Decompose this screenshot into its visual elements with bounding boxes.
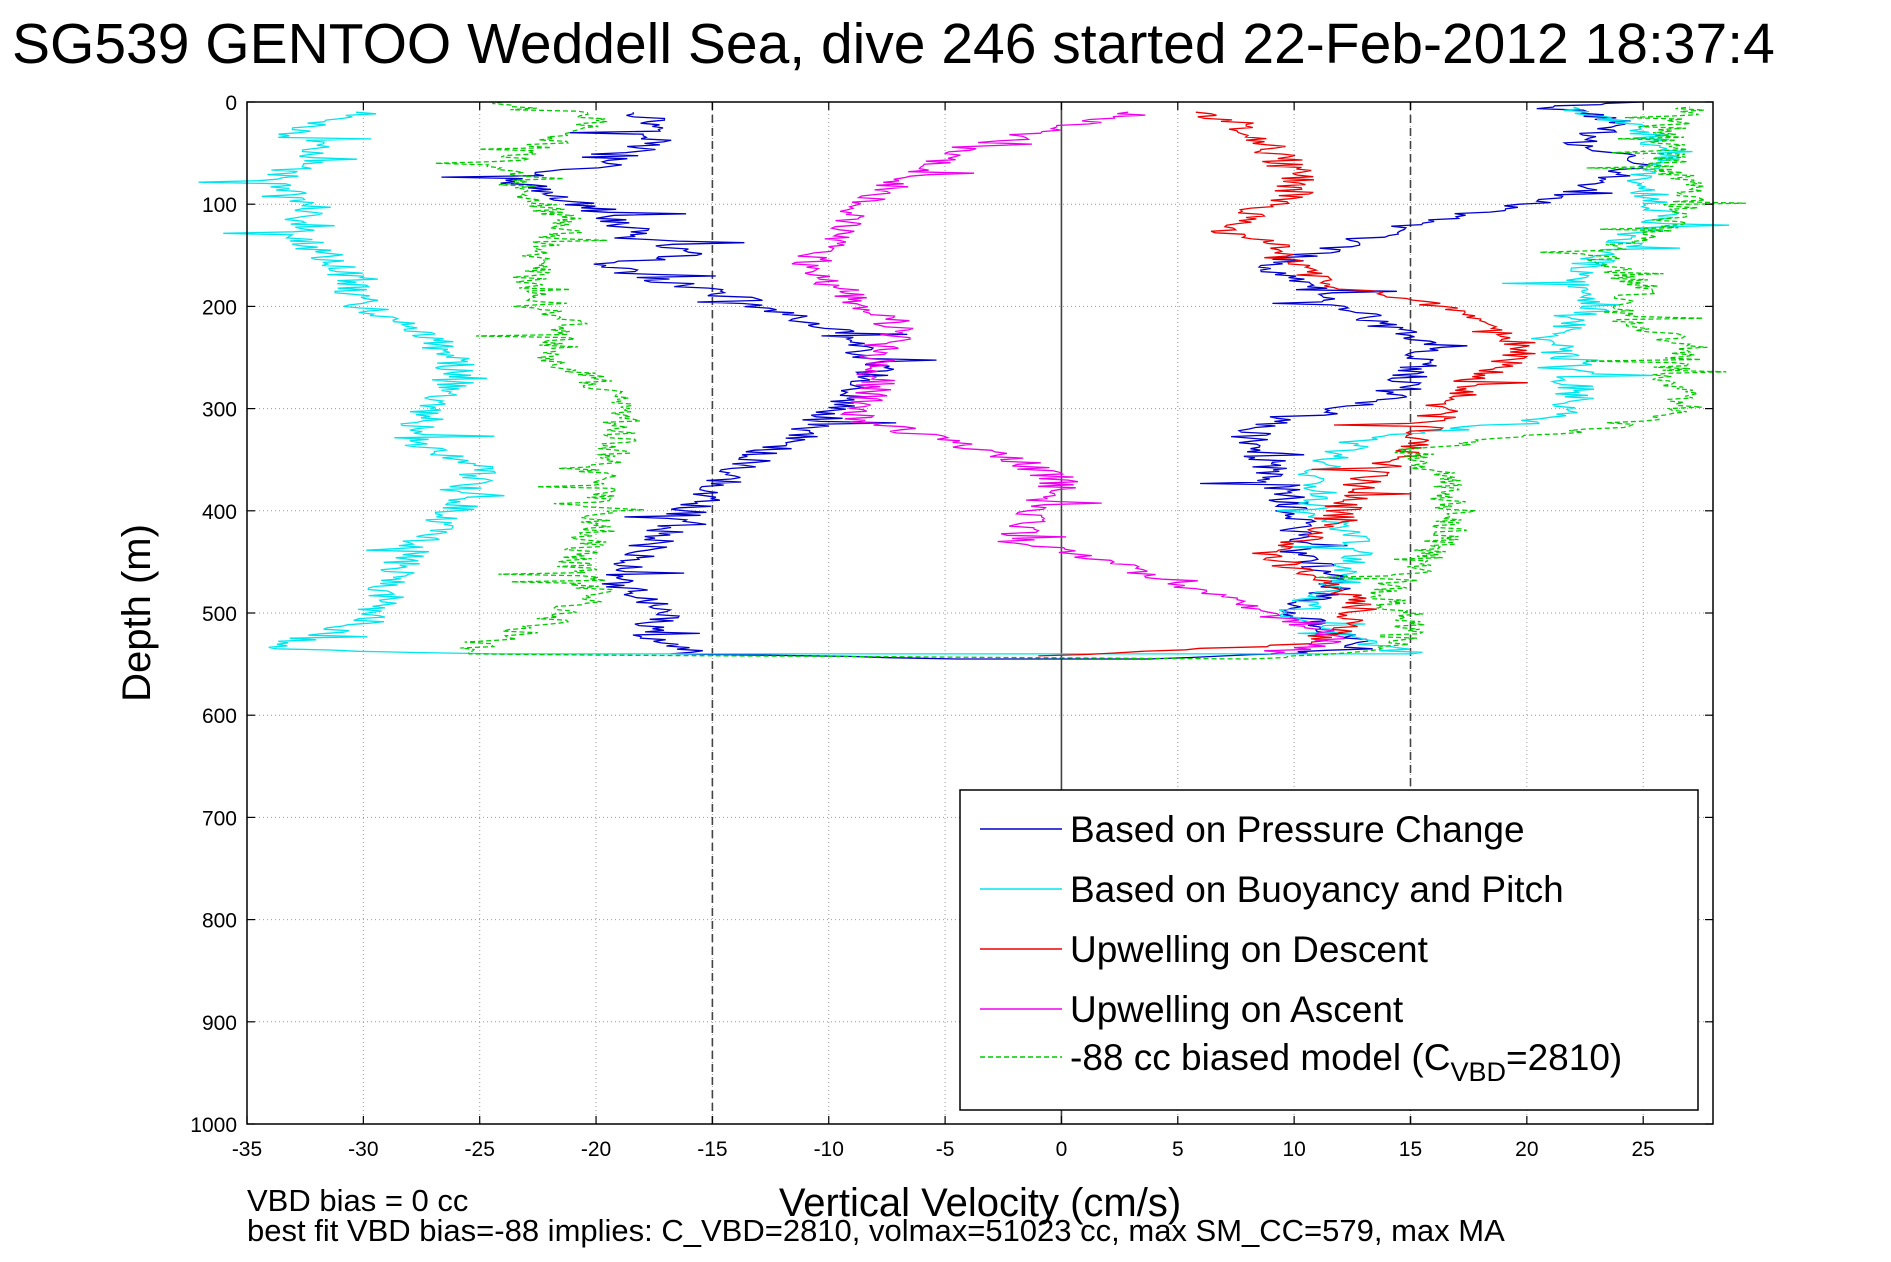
- y-tick-label: 700: [202, 807, 237, 830]
- y-tick-label: 900: [202, 1012, 237, 1035]
- x-tick-label: -30: [348, 1138, 378, 1161]
- x-tick-label: -5: [936, 1138, 955, 1161]
- x-tick-label: -15: [697, 1138, 727, 1161]
- x-tick-label: 25: [1632, 1138, 1655, 1161]
- y-tick-label: 600: [202, 705, 237, 728]
- y-ticks: 0 100 200 300 400 500 600 700 800 900 1000: [190, 92, 1713, 1137]
- chart-title: SG539 GENTOO Weddell Sea, dive 246 start…: [12, 12, 1775, 76]
- x-tick-label: -35: [232, 1138, 262, 1161]
- x-axis-label: Vertical Velocity (cm/s): [779, 1181, 1181, 1225]
- series-line: [198, 106, 1730, 655]
- legend: Based on Pressure Change Based on Buoyanc…: [959, 789, 1699, 1111]
- x-tick-label: -20: [581, 1138, 611, 1161]
- series-line: [441, 101, 1649, 660]
- y-tick-label: 800: [202, 910, 237, 933]
- x-ticks: -35 -30 -25 -20 -15 -10 -5 0 5 10 15 20 25: [232, 102, 1655, 1161]
- legend-label: Upwelling on Ascent: [1070, 989, 1404, 1030]
- series-line: [435, 101, 1746, 660]
- legend-label: -88 cc biased model (CVBD=2810): [1070, 1037, 1622, 1087]
- x-tick-label: 10: [1282, 1138, 1305, 1161]
- legend-box: [959, 789, 1699, 1111]
- x-tick-label: 15: [1399, 1138, 1422, 1161]
- y-tick-label: 300: [202, 399, 237, 422]
- y-tick-label: 1000: [190, 1114, 237, 1137]
- y-tick-label: 0: [225, 92, 237, 115]
- legend-label: Based on Pressure Change: [1070, 809, 1525, 850]
- series-line: [791, 111, 1345, 655]
- y-tick-label: 100: [202, 194, 237, 217]
- x-tick-label: 20: [1515, 1138, 1538, 1161]
- annotation-vbd-bias: VBD bias = 0 cc: [247, 1183, 468, 1218]
- y-tick-label: 400: [202, 501, 237, 524]
- x-tick-label: -10: [814, 1138, 844, 1161]
- series-line: [1038, 111, 1536, 657]
- y-axis-label: Depth (m): [115, 524, 159, 702]
- x-tick-label: 5: [1172, 1138, 1184, 1161]
- x-tick-label: -25: [465, 1138, 495, 1161]
- annotation-best-fit: best fit VBD bias=-88 implies: C_VBD=281…: [247, 1213, 1505, 1248]
- legend-label: Based on Buoyancy and Pitch: [1070, 869, 1564, 910]
- x-tick-label: 0: [1056, 1138, 1068, 1161]
- series-group: [198, 101, 1746, 660]
- y-tick-label: 500: [202, 603, 237, 626]
- y-tick-label: 200: [202, 296, 237, 319]
- legend-label: Upwelling on Descent: [1070, 929, 1429, 970]
